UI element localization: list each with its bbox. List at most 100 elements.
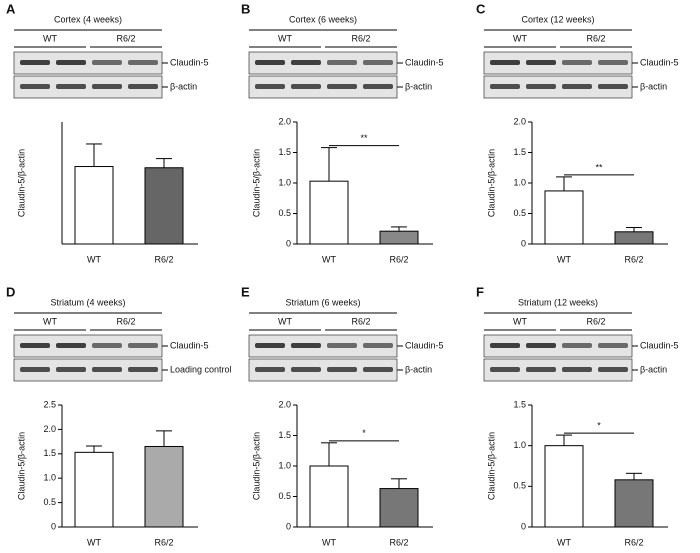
- blot-title: Cortex (12 weeks): [521, 14, 594, 24]
- blot-band: [562, 343, 592, 348]
- blot-band: [56, 343, 86, 348]
- y-tick-label: 0: [521, 238, 526, 248]
- blot-band: [327, 367, 357, 372]
- blot-band: [255, 84, 285, 89]
- y-axis-label: Claudin-5/β-actin: [16, 432, 26, 500]
- blot-band: [92, 60, 122, 65]
- blot-band: [327, 60, 357, 65]
- x-tick-label: R6/2: [624, 537, 643, 547]
- blot-band: [598, 60, 628, 65]
- blot-band: [128, 60, 158, 65]
- y-tick-label: 2.0: [278, 116, 291, 126]
- x-tick-label: R6/2: [154, 254, 173, 264]
- blot-band: [128, 367, 158, 372]
- band-label: Claudin-5: [405, 340, 444, 350]
- blot-band: [92, 84, 122, 89]
- group-label: WT: [513, 33, 527, 43]
- blot-band: [128, 343, 158, 348]
- blot-band: [20, 367, 50, 372]
- y-tick-label: 0.5: [513, 208, 526, 218]
- blot-band: [598, 367, 628, 372]
- bar: [614, 231, 654, 245]
- y-tick-label: 0: [286, 521, 291, 531]
- blot-band: [92, 343, 122, 348]
- blot-band: [490, 367, 520, 372]
- y-tick-label: 1.0: [43, 473, 56, 483]
- x-tick-label: R6/2: [154, 537, 173, 547]
- blot-title: Striatum (4 weeks): [50, 297, 125, 307]
- y-tick-label: 1.5: [278, 147, 291, 157]
- bar: [74, 166, 114, 245]
- y-tick-label: 0: [521, 521, 526, 531]
- panel-label: B: [241, 1, 250, 16]
- bar: [74, 451, 114, 528]
- blot-band: [490, 60, 520, 65]
- band-label: β-actin: [640, 81, 667, 91]
- y-axis-label: Claudin-5/β-actin: [251, 149, 261, 217]
- y-tick-label: 0: [286, 238, 291, 248]
- band-label: β-actin: [640, 364, 667, 374]
- y-tick-label: 0.5: [513, 481, 526, 491]
- bar: [544, 445, 584, 528]
- blot-title: Cortex (4 weeks): [54, 14, 122, 24]
- blot-band: [327, 84, 357, 89]
- blot-band: [255, 343, 285, 348]
- band-label: Claudin-5: [170, 340, 209, 350]
- bar: [309, 180, 349, 245]
- blot-band: [562, 367, 592, 372]
- x-tick-label: WT: [87, 254, 101, 264]
- band-label: β-actin: [405, 364, 432, 374]
- band-label: Loading control: [170, 364, 232, 374]
- blot-band: [20, 84, 50, 89]
- group-label: R6/2: [116, 33, 135, 43]
- blot-band: [526, 60, 556, 65]
- y-tick-label: 1.0: [278, 460, 291, 470]
- group-label: WT: [513, 316, 527, 326]
- band-label: Claudin-5: [170, 57, 209, 67]
- y-tick-label: 2.5: [43, 399, 56, 409]
- blot-band: [363, 343, 393, 348]
- blot-band: [490, 84, 520, 89]
- y-tick-label: 0.5: [43, 497, 56, 507]
- blot-band: [526, 367, 556, 372]
- significance-label: **: [595, 162, 603, 172]
- panel-label: C: [476, 1, 486, 16]
- bar: [379, 230, 419, 245]
- group-label: R6/2: [116, 316, 135, 326]
- blot-band: [526, 343, 556, 348]
- x-tick-label: WT: [557, 537, 571, 547]
- blot-title: Cortex (6 weeks): [289, 14, 357, 24]
- blot-band: [291, 343, 321, 348]
- blot-band: [598, 84, 628, 89]
- group-label: R6/2: [586, 316, 605, 326]
- y-tick-label: 1.5: [278, 430, 291, 440]
- blot-title: Striatum (12 weeks): [518, 297, 598, 307]
- band-label: β-actin: [405, 81, 432, 91]
- blot-band: [92, 367, 122, 372]
- y-tick-label: 1.0: [513, 440, 526, 450]
- y-axis-label: Claudin-5/β-actin: [16, 149, 26, 217]
- y-tick-label: 1.5: [513, 399, 526, 409]
- bar: [309, 465, 349, 528]
- significance-label: **: [360, 133, 368, 143]
- group-label: R6/2: [351, 33, 370, 43]
- x-tick-label: WT: [322, 537, 336, 547]
- blot-band: [562, 60, 592, 65]
- bar: [144, 445, 184, 528]
- y-tick-label: 2.0: [513, 116, 526, 126]
- group-label: WT: [278, 33, 292, 43]
- blot-band: [526, 84, 556, 89]
- x-tick-label: R6/2: [389, 537, 408, 547]
- y-tick-label: 1.0: [278, 177, 291, 187]
- bar: [544, 190, 584, 245]
- bar: [144, 167, 184, 245]
- group-label: R6/2: [351, 316, 370, 326]
- blot-band: [20, 343, 50, 348]
- y-tick-label: 2.0: [278, 399, 291, 409]
- bar: [379, 488, 419, 528]
- panel-label: D: [6, 284, 15, 299]
- blot-band: [291, 60, 321, 65]
- blot-band: [56, 60, 86, 65]
- band-label: Claudin-5: [405, 57, 444, 67]
